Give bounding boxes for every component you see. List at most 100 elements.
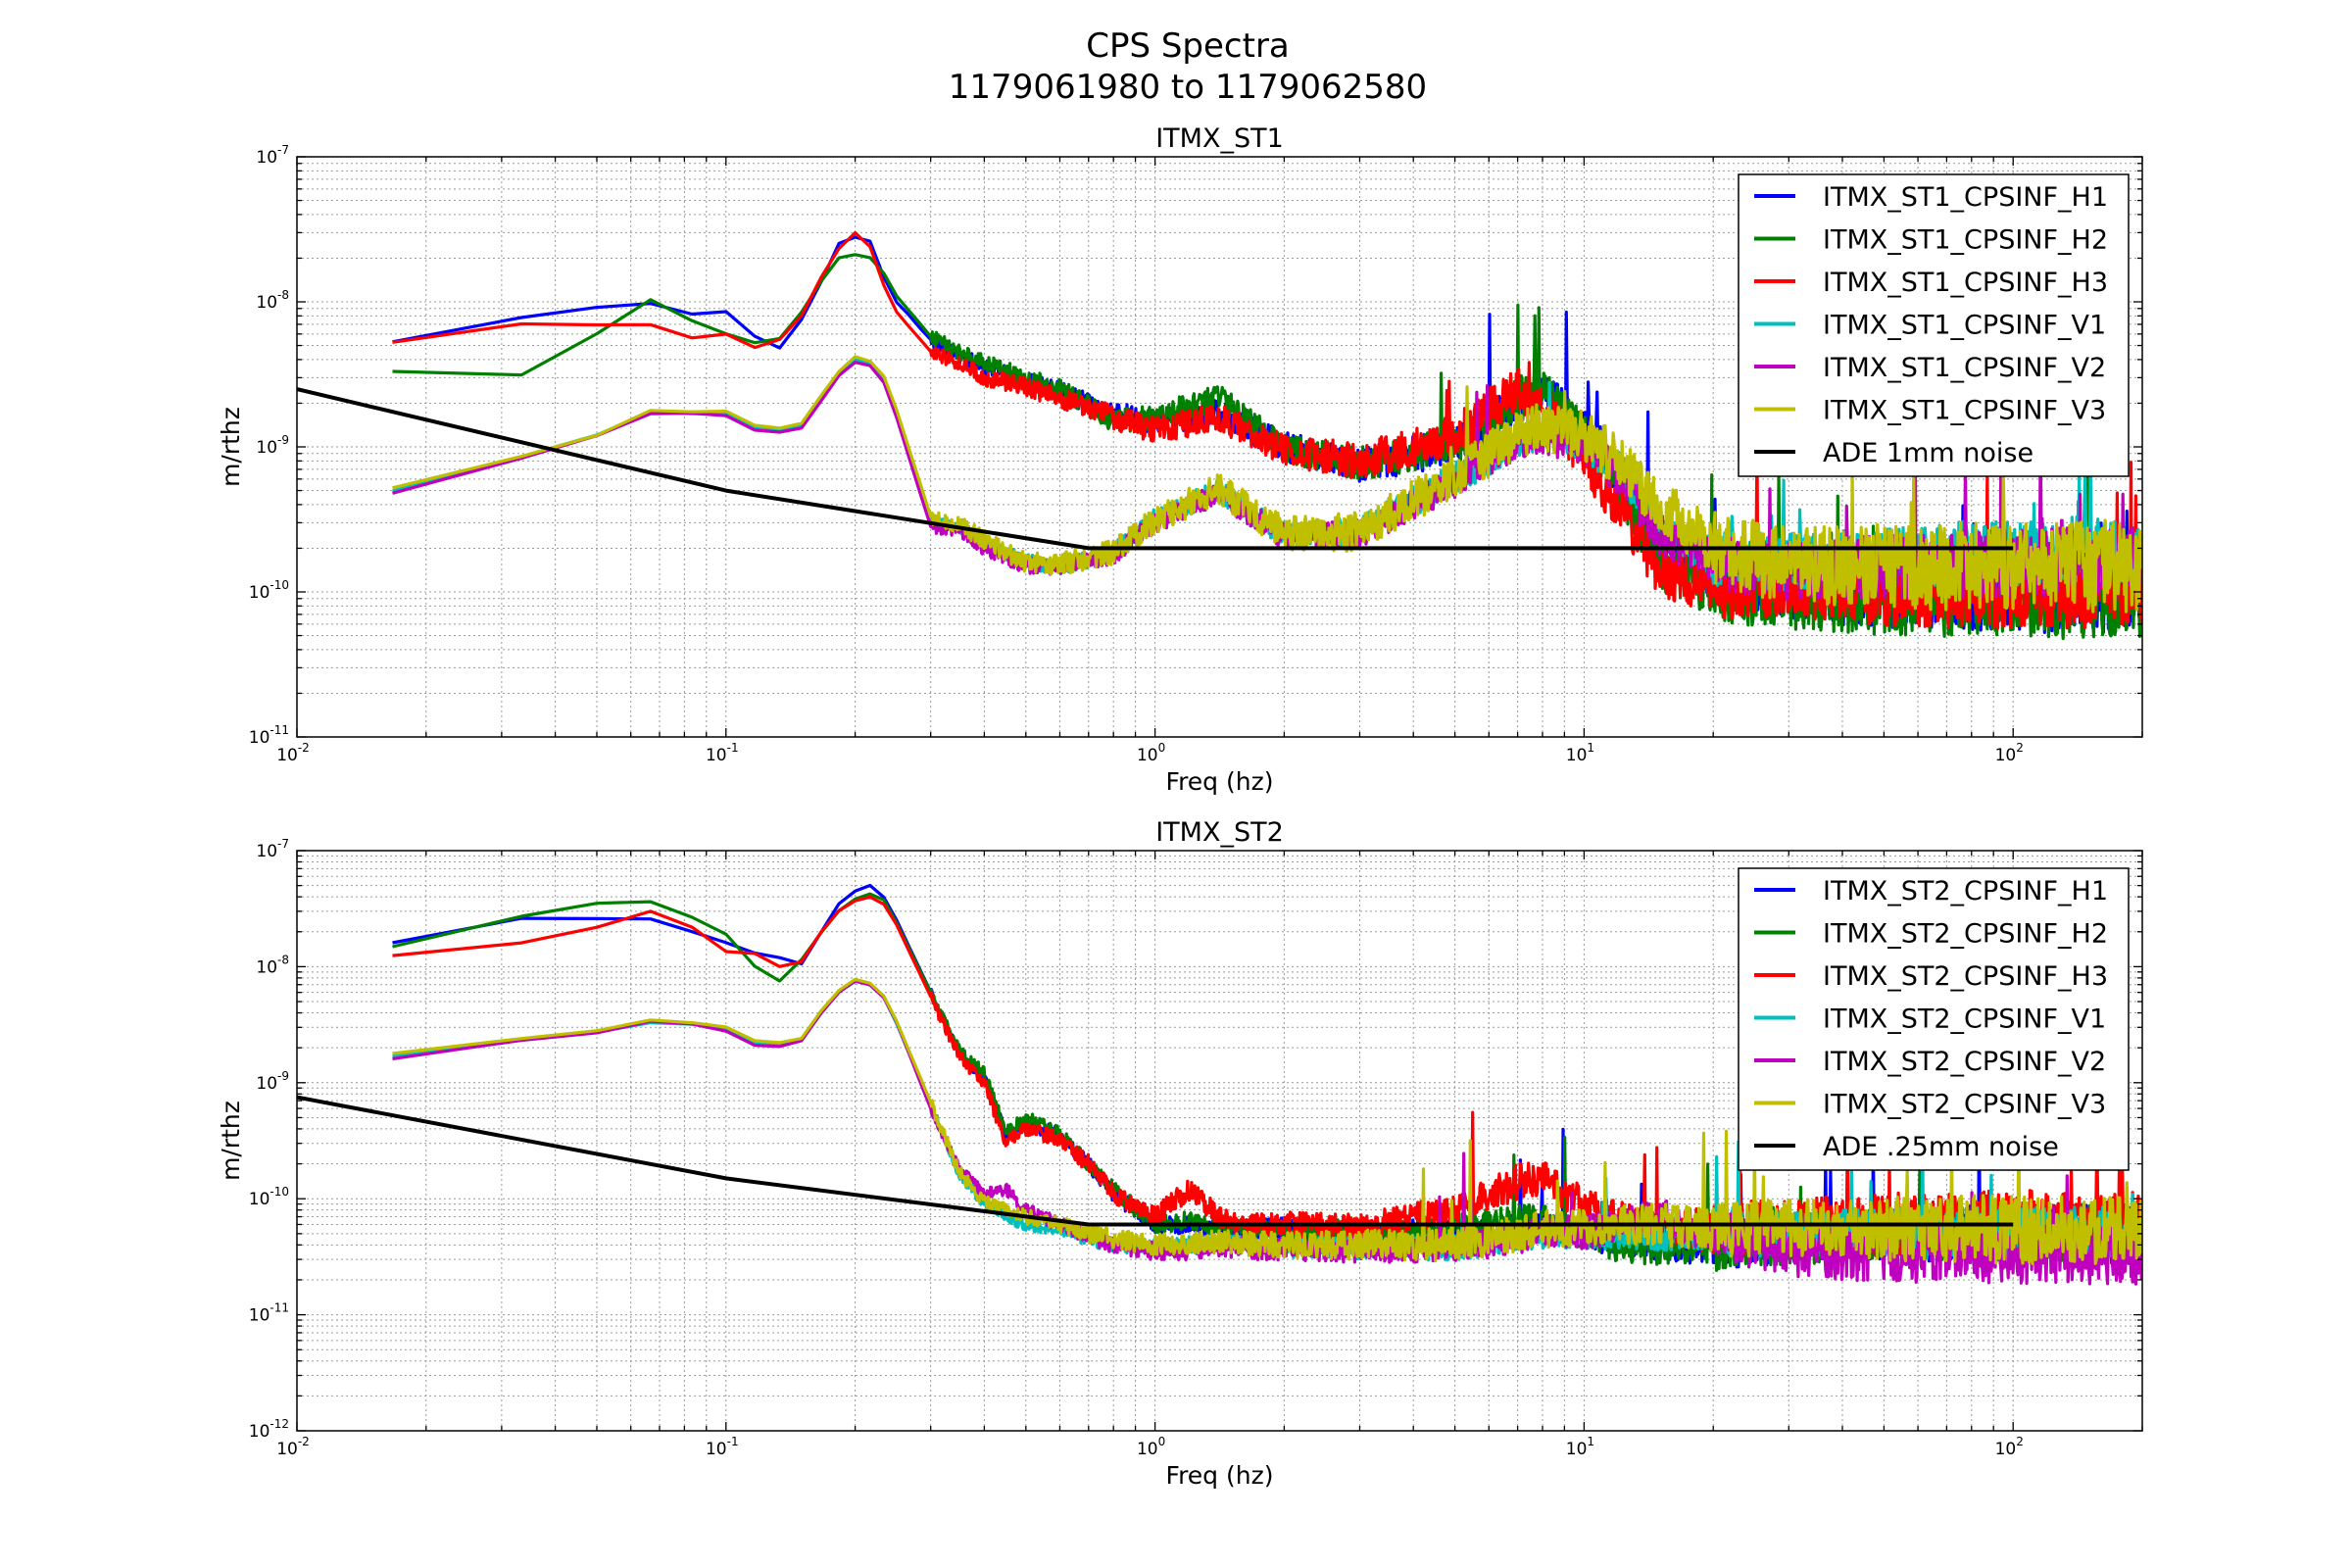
x-tick-exponent: -2 <box>298 741 310 755</box>
y-tick-label: 10-10 <box>249 1185 289 1209</box>
legend: ITMX_ST2_CPSINF_H1 ITMX_ST2_CPSINF_H2 ITMX… <box>1738 867 2130 1171</box>
y-tick-label: 10-8 <box>256 953 289 977</box>
x-tick-base: 10 <box>276 1440 298 1459</box>
y-tick-exponent: -11 <box>270 1301 289 1315</box>
axes-frame <box>296 850 2143 1432</box>
y-tick-label: 10-9 <box>256 1069 289 1094</box>
x-tick-base: 10 <box>1137 1440 1158 1459</box>
figure-subtitle: 1179061980 to 1179062580 <box>949 68 1427 107</box>
y-tick-exponent: -10 <box>270 578 289 592</box>
legend-label: ITMX_ST1_CPSINF_V2 <box>1823 353 2106 383</box>
panel-title: ITMX_ST1 <box>1155 123 1284 154</box>
y-tick-base: 10 <box>249 1190 270 1209</box>
x-axis-label: Freq (hz) <box>1166 1461 1274 1490</box>
legend-label: ITMX_ST2_CPSINF_H1 <box>1823 876 2108 906</box>
legend-label: ITMX_ST2_CPSINF_V3 <box>1823 1090 2106 1120</box>
y-tick-label: 10-7 <box>256 143 289 168</box>
y-tick-label: 10-11 <box>249 1301 289 1326</box>
legend-label: ITMX_ST2_CPSINF_V2 <box>1823 1047 2106 1077</box>
x-tick-label: 10-1 <box>706 1435 739 1459</box>
tick-marks <box>296 156 2143 738</box>
x-tick-label: 102 <box>1995 1435 2024 1459</box>
x-tick-exponent: 1 <box>1587 1435 1594 1448</box>
x-tick-label: 102 <box>1995 741 2024 765</box>
x-tick-base: 10 <box>1995 746 2017 765</box>
legend: ITMX_ST1_CPSINF_H1 ITMX_ST1_CPSINF_H2 ITMX… <box>1738 173 2130 477</box>
tick-marks <box>296 850 2143 1432</box>
x-tick-base: 10 <box>1566 746 1588 765</box>
y-tick-base: 10 <box>249 728 270 748</box>
x-tick-exponent: 0 <box>1158 741 1166 755</box>
x-tick-exponent: -1 <box>727 741 739 755</box>
y-tick-exponent: -10 <box>270 1185 289 1199</box>
y-tick-exponent: -7 <box>277 837 289 851</box>
x-tick-label: 100 <box>1137 741 1165 765</box>
y-tick-base: 10 <box>249 1422 270 1442</box>
series-line-ade-noise <box>297 387 2014 551</box>
figure-title: CPS Spectra <box>1086 26 1290 66</box>
x-tick-base: 10 <box>1566 1440 1588 1459</box>
x-tick-base: 10 <box>706 1440 727 1459</box>
y-tick-base: 10 <box>249 1306 270 1326</box>
x-tick-base: 10 <box>1137 746 1158 765</box>
x-axis-label: Freq (hz) <box>1166 767 1274 796</box>
x-tick-label: 10-2 <box>276 741 310 765</box>
series-line-ade-noise <box>297 1095 2014 1227</box>
y-tick-base: 10 <box>256 842 277 861</box>
legend-label: ITMX_ST1_CPSINF_V3 <box>1823 396 2106 426</box>
y-axis-label: m/rthz <box>217 407 245 487</box>
x-tick-exponent: 2 <box>2016 1435 2024 1448</box>
x-tick-exponent: 1 <box>1587 741 1594 755</box>
y-tick-base: 10 <box>256 293 277 313</box>
series-group <box>297 230 2142 641</box>
legend-label: ITMX_ST1_CPSINF_H1 <box>1823 182 2108 213</box>
legend-label: ITMX_ST1_CPSINF_H2 <box>1823 225 2108 256</box>
y-tick-base: 10 <box>256 148 277 168</box>
y-tick-label: 10-9 <box>256 433 289 458</box>
y-tick-label: 10-11 <box>249 723 289 748</box>
y-tick-exponent: -12 <box>270 1417 289 1431</box>
x-tick-label: 101 <box>1566 741 1594 765</box>
y-tick-exponent: -9 <box>277 433 289 447</box>
y-tick-exponent: -9 <box>277 1069 289 1083</box>
x-tick-base: 10 <box>276 746 298 765</box>
y-tick-base: 10 <box>256 1074 277 1094</box>
series-line-itmx_st1_cpsinf_h3 <box>392 230 2142 630</box>
x-tick-exponent: -2 <box>298 1435 310 1448</box>
y-tick-base: 10 <box>249 583 270 603</box>
series-line-itmx_st1_cpsinf_v3 <box>392 355 2142 613</box>
y-tick-exponent: -8 <box>277 288 289 302</box>
series-group <box>297 883 2142 1286</box>
x-tick-label: 10-1 <box>706 741 739 765</box>
y-tick-label: 10-10 <box>249 578 289 603</box>
y-axis-label: m/rthz <box>217 1101 245 1181</box>
legend-label: ITMX_ST2_CPSINF_H3 <box>1823 961 2108 992</box>
legend-label: ITMX_ST1_CPSINF_H3 <box>1823 268 2108 298</box>
x-tick-exponent: 0 <box>1158 1435 1166 1448</box>
legend-label: ITMX_ST1_CPSINF_V1 <box>1823 311 2106 341</box>
x-tick-label: 100 <box>1137 1435 1165 1459</box>
y-tick-label: 10-12 <box>249 1417 289 1442</box>
y-tick-label: 10-7 <box>256 837 289 861</box>
x-tick-label: 101 <box>1566 1435 1594 1459</box>
legend-label: ADE .25mm noise <box>1823 1132 2059 1162</box>
x-tick-exponent: 2 <box>2016 741 2024 755</box>
y-tick-exponent: -8 <box>277 953 289 966</box>
x-tick-base: 10 <box>706 746 727 765</box>
y-tick-base: 10 <box>256 438 277 458</box>
series-line-itmx_st2_cpsinf_v3 <box>392 977 2142 1265</box>
panel-title: ITMX_ST2 <box>1155 817 1284 848</box>
x-tick-base: 10 <box>1995 1440 2017 1459</box>
y-tick-base: 10 <box>256 957 277 977</box>
grid <box>296 850 2143 1432</box>
y-tick-exponent: -7 <box>277 143 289 157</box>
y-tick-exponent: -11 <box>270 723 289 737</box>
legend-box <box>1738 867 2130 1171</box>
x-tick-exponent: -1 <box>727 1435 739 1448</box>
legend-box <box>1738 173 2130 477</box>
legend-label: ADE 1mm noise <box>1823 438 2034 468</box>
x-tick-label: 10-2 <box>276 1435 310 1459</box>
